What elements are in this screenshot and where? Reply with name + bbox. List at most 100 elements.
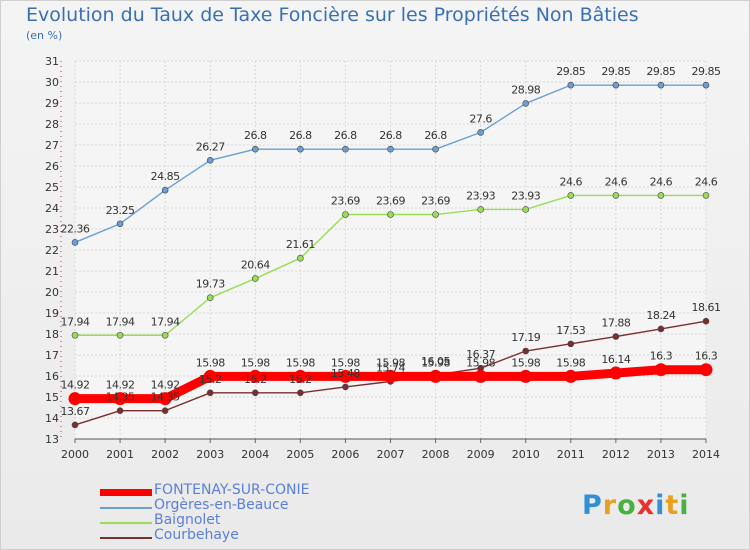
data-point: [702, 192, 710, 199]
x-tick-label: 2012: [602, 448, 630, 461]
y-tick-label: 26: [45, 160, 59, 173]
data-point: [387, 145, 394, 153]
data-point: [71, 421, 79, 429]
y-tick-label: 21: [45, 265, 59, 278]
data-point: [161, 186, 169, 194]
data-label: 15.98: [286, 356, 315, 369]
data-point: [567, 81, 575, 89]
data-label: 15.74: [376, 361, 405, 374]
data-label: 24.6: [650, 175, 673, 188]
x-tick-label: 2009: [467, 448, 495, 461]
x-tick-label: 2001: [106, 448, 134, 461]
y-tick-label: 15: [45, 391, 59, 404]
data-label: 17.94: [106, 315, 135, 328]
data-point: [522, 100, 530, 107]
data-point: [297, 389, 304, 397]
data-point: [116, 220, 124, 228]
data-point: [297, 145, 304, 153]
data-label: 15.98: [241, 356, 270, 369]
legend-label: Orgères-en-Beauce: [154, 497, 289, 513]
data-point: [297, 254, 304, 262]
data-point: [203, 369, 217, 383]
x-tick-label: 2011: [557, 448, 585, 461]
data-point: [522, 347, 530, 355]
data-label: 14.35: [106, 391, 135, 404]
x-tick-label: 2006: [331, 448, 359, 461]
proxiti-logo: Proxiti: [582, 490, 690, 521]
data-point: [609, 366, 623, 380]
data-label: 26.8: [289, 129, 312, 142]
data-label: 16.3: [695, 350, 718, 363]
data-point: [248, 369, 262, 383]
data-label: 16.37: [466, 348, 495, 361]
data-label: 23.93: [466, 189, 495, 202]
x-tick-label: 2005: [286, 448, 314, 461]
x-tick-label: 2008: [422, 448, 450, 461]
data-point: [342, 211, 349, 218]
legend-swatch: [100, 522, 152, 524]
data-label: 21.61: [286, 238, 315, 251]
legend-swatch: [100, 537, 152, 539]
data-label: 16.05: [421, 355, 450, 368]
data-label: 24.6: [560, 175, 583, 188]
data-label: 16.3: [650, 350, 673, 363]
data-label: 15.2: [199, 373, 222, 386]
data-label: 17.19: [511, 331, 540, 344]
data-label: 27.6: [469, 112, 492, 125]
data-label: 29.85: [692, 65, 721, 78]
data-label: 16.14: [601, 353, 630, 366]
x-tick-label: 2002: [151, 448, 179, 461]
x-tick-label: 2013: [647, 448, 675, 461]
data-point: [342, 383, 349, 391]
data-label: 17.88: [601, 317, 630, 330]
data-label: 29.85: [646, 65, 675, 78]
data-label: 28.98: [511, 83, 540, 96]
y-tick-label: 29: [45, 97, 59, 110]
y-tick-label: 27: [45, 139, 59, 152]
data-label: 24.6: [605, 175, 628, 188]
y-tick-label: 30: [45, 76, 59, 89]
data-point: [71, 331, 79, 339]
x-tick-label: 2004: [241, 448, 269, 461]
data-point: [522, 206, 530, 213]
data-label: 15.98: [376, 356, 405, 369]
data-label: 15.98: [466, 356, 495, 369]
data-point: [474, 369, 488, 383]
data-point: [161, 407, 169, 414]
data-label: 15.98: [421, 356, 450, 369]
data-label: 17.94: [61, 315, 90, 328]
data-label: 26.8: [424, 129, 447, 142]
data-label: 15.2: [244, 373, 267, 386]
y-tick-label: 18: [45, 328, 59, 341]
legend-label: Courbehaye: [154, 527, 239, 543]
data-label: 18.61: [692, 301, 721, 314]
data-point: [657, 81, 665, 89]
data-label: 24.85: [151, 170, 180, 183]
data-point: [251, 145, 259, 153]
data-label: 26.8: [379, 129, 402, 142]
x-tick-label: 2010: [512, 448, 540, 461]
y-tick-label: 31: [45, 55, 59, 68]
data-point: [702, 81, 710, 89]
data-point: [477, 206, 484, 213]
data-point: [699, 363, 713, 377]
data-point: [384, 369, 397, 383]
data-point: [206, 157, 214, 164]
data-label: 23.25: [106, 204, 135, 217]
data-point: [206, 294, 214, 301]
data-label: 17.53: [556, 324, 585, 337]
x-tick-label: 2007: [377, 448, 405, 461]
data-point: [612, 333, 620, 340]
y-tick-label: 20: [45, 286, 59, 299]
data-point: [116, 331, 124, 339]
y-tick-label: 22: [45, 244, 59, 257]
data-label: 17.94: [151, 315, 180, 328]
data-label: 15.98: [196, 356, 225, 369]
data-point: [68, 392, 82, 406]
data-label: 13.67: [61, 405, 90, 418]
y-tick-label: 28: [45, 118, 59, 131]
data-point: [293, 369, 307, 383]
data-label: 15.98: [511, 356, 540, 369]
data-label: 23.93: [511, 189, 540, 202]
